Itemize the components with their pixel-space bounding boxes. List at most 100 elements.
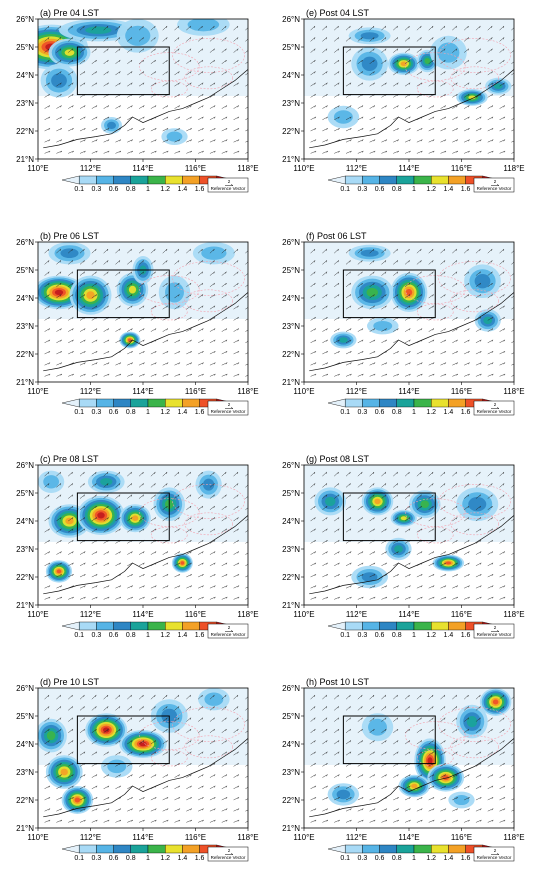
wind-vector <box>369 706 375 711</box>
wind-vector-head <box>444 819 447 822</box>
wind-vector <box>162 808 169 812</box>
colorbar-swatch <box>164 621 183 631</box>
wind-vector-head <box>237 60 239 63</box>
reference-vector-box <box>473 400 515 416</box>
wind-vector <box>499 316 505 321</box>
wind-vector-head <box>83 574 86 577</box>
reference-vector-head <box>496 630 500 632</box>
wind-vector <box>209 797 216 801</box>
wind-vector <box>381 328 387 332</box>
wind-vector <box>91 819 98 823</box>
wind-vector-head <box>361 150 364 153</box>
wind-vector-head <box>397 128 399 131</box>
wind-vector <box>487 328 494 332</box>
wind-vector-head <box>432 248 434 252</box>
wind-vector-head <box>59 260 62 263</box>
wind-vector-head <box>515 306 516 308</box>
wind-vector <box>404 139 411 143</box>
wind-vector <box>56 128 62 132</box>
wind-vector-head <box>338 574 340 577</box>
wind-vector-head <box>48 128 51 131</box>
wind-vector <box>381 71 387 76</box>
colorbar-swatch <box>113 844 131 854</box>
wind-vector-head <box>119 684 120 686</box>
wind-vector <box>44 328 50 332</box>
wind-vector-head <box>225 238 226 240</box>
wind-vector-head <box>313 471 316 475</box>
wind-vector-head <box>408 82 411 85</box>
wind-vector <box>345 471 351 477</box>
contour-line <box>172 261 245 296</box>
wind-vector-head <box>455 483 458 486</box>
wind-vector <box>322 328 328 332</box>
wind-vector-head <box>408 517 411 520</box>
wind-vector-head <box>503 684 504 686</box>
wind-vector <box>440 316 446 321</box>
wind-vector <box>127 128 133 132</box>
wind-vector-head <box>373 585 376 588</box>
wind-vector-head <box>237 271 239 274</box>
wind-vector <box>162 483 168 488</box>
wind-vector <box>310 37 316 42</box>
wind-vector-head <box>60 797 62 800</box>
colorbar-arrow-low <box>327 621 346 631</box>
wind-vector <box>209 339 216 343</box>
reference-vector-label: Reference Vector <box>477 409 512 414</box>
wind-vector-head <box>83 305 86 308</box>
precip-cell <box>373 320 393 332</box>
wind-vector-head <box>83 751 86 754</box>
wind-vector-head <box>190 596 192 599</box>
wind-vector-head <box>503 260 505 263</box>
wind-vector <box>322 728 328 733</box>
wind-vector-head <box>373 506 375 509</box>
wind-vector-head <box>444 362 447 365</box>
wind-vector <box>103 59 109 64</box>
wind-vector <box>115 248 120 254</box>
wind-vector-head <box>338 328 340 331</box>
wind-vector <box>162 139 169 143</box>
wind-vector <box>464 585 470 589</box>
lat-tick-label: 24°N <box>16 294 34 303</box>
wind-vector-head <box>225 260 227 263</box>
wind-vector-head <box>384 260 387 263</box>
precip-cell <box>368 718 387 736</box>
precip-cell <box>107 759 127 774</box>
wind-vector-head <box>166 717 168 720</box>
wind-vector-head <box>385 684 386 686</box>
wind-vector-head <box>408 694 410 698</box>
wind-vector-head <box>237 139 240 142</box>
wind-vector <box>440 808 447 812</box>
wind-vector <box>345 596 352 600</box>
wind-vector-head <box>491 574 494 577</box>
wind-vector-head <box>479 328 482 331</box>
wind-vector-head <box>503 294 505 297</box>
wind-vector-head <box>409 15 410 17</box>
wind-vector-head <box>503 774 505 777</box>
wind-vector <box>56 328 62 332</box>
wind-vector-head <box>48 706 50 709</box>
wind-vector-head <box>95 494 97 497</box>
wind-vector-head <box>71 71 74 74</box>
wind-vector <box>464 797 470 801</box>
wind-vector-head <box>491 248 493 252</box>
wind-vector-head <box>154 105 157 108</box>
lat-tick-label: 25°N <box>16 43 34 52</box>
wind-vector <box>245 798 248 801</box>
lat-tick-label: 23°N <box>282 545 300 554</box>
colorbar-label: 0.3 <box>92 855 102 862</box>
wind-vector-head <box>154 729 156 732</box>
wind-vector-head <box>166 562 169 565</box>
wind-vector-head <box>214 684 215 686</box>
wind-vector <box>56 539 62 544</box>
wind-vector-head <box>71 506 74 509</box>
wind-vector <box>115 483 121 488</box>
wind-vector <box>440 774 446 778</box>
wind-vector <box>464 242 465 243</box>
wind-vector-head <box>373 25 375 29</box>
lat-tick-label: 22°N <box>282 350 300 359</box>
wind-vector <box>79 82 86 87</box>
colorbar-label: 0.1 <box>74 632 84 639</box>
wind-vector <box>115 819 122 823</box>
wind-vector <box>103 574 110 578</box>
wind-vector <box>79 706 85 711</box>
